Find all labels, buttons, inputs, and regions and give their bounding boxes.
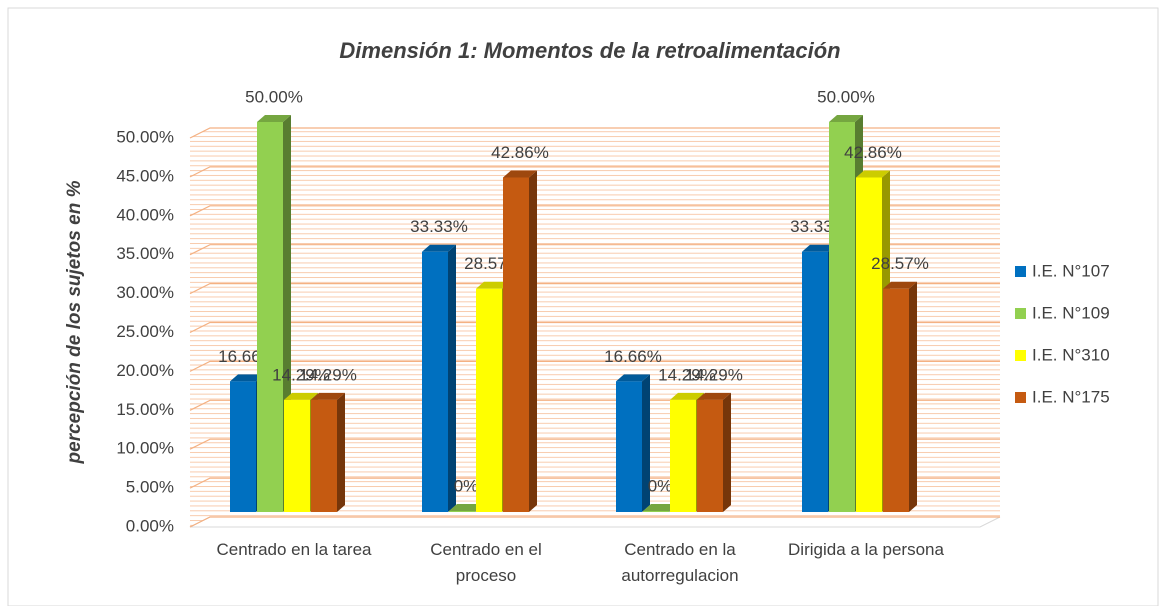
bar-face xyxy=(802,244,836,252)
floor xyxy=(189,516,1001,528)
data-label: 28.57% xyxy=(871,254,929,273)
bar-face xyxy=(616,374,650,382)
data-label: 0% xyxy=(454,476,479,495)
legend-label: I.E. N°107 xyxy=(1032,261,1110,280)
bar-face xyxy=(311,399,337,512)
bar-face xyxy=(883,281,917,289)
y-tick-label: 40.00% xyxy=(116,205,174,224)
y-tick-label: 30.00% xyxy=(116,283,174,302)
bar-face xyxy=(257,115,291,122)
data-label: 50.00% xyxy=(245,87,303,106)
bar-face xyxy=(311,392,345,400)
y-tick-label: 20.00% xyxy=(116,361,174,380)
y-tick-label: 25.00% xyxy=(116,322,174,341)
grid-line xyxy=(189,360,1000,372)
bar-face xyxy=(284,392,318,400)
bar xyxy=(422,244,456,512)
bar xyxy=(503,170,537,512)
bar-face xyxy=(476,288,502,512)
bar-face xyxy=(449,504,483,511)
legend-swatch xyxy=(1015,392,1026,403)
grid-line xyxy=(189,127,1000,139)
y-tick-label: 50.00% xyxy=(116,127,174,146)
legend-swatch xyxy=(1015,266,1026,277)
grid-line xyxy=(189,244,1000,256)
data-label: 14.29% xyxy=(272,365,330,384)
bar-face xyxy=(230,374,264,382)
bar-face xyxy=(476,281,510,289)
bar xyxy=(883,281,917,512)
bar-face xyxy=(670,399,696,512)
bar-face xyxy=(503,170,537,178)
bar-face xyxy=(670,392,704,400)
bar-face xyxy=(909,281,917,512)
grid-line xyxy=(189,205,1000,217)
bar-face xyxy=(697,392,731,400)
bar-face xyxy=(883,288,909,512)
bar-face xyxy=(529,170,537,512)
bar-face xyxy=(230,381,256,512)
grid-line xyxy=(189,166,1000,178)
bar-face xyxy=(616,381,642,512)
bar-face xyxy=(802,251,828,512)
bar-face xyxy=(449,511,475,512)
bar-face xyxy=(643,511,669,512)
data-label: 42.86% xyxy=(844,143,902,162)
bar-face xyxy=(422,251,448,512)
bar-face xyxy=(643,504,677,511)
bar xyxy=(311,392,345,512)
grid-line xyxy=(189,438,1000,450)
chart-title: Dimensión 1: Momentos de la retroaliment… xyxy=(339,38,840,63)
bar xyxy=(616,374,650,512)
x-tick-label: Centrado en el proceso xyxy=(430,540,542,585)
bar-face xyxy=(697,399,723,512)
bar-face xyxy=(257,122,283,512)
y-axis-title: percepción de los sujetos en % xyxy=(64,180,85,464)
bar-face xyxy=(642,374,650,512)
grid-line xyxy=(189,321,1000,334)
grid-line xyxy=(189,516,1000,528)
chart-border xyxy=(7,7,1159,606)
data-label: 0% xyxy=(648,476,673,495)
bar-face xyxy=(829,122,855,512)
data-label: 16.66% xyxy=(604,347,662,366)
y-tick-label: 5.00% xyxy=(126,478,174,497)
data-label: 14.29% xyxy=(299,365,357,384)
x-tick-label: Dirigida a la persona xyxy=(788,540,944,559)
bar-face xyxy=(503,177,529,512)
grid-line xyxy=(189,477,1000,489)
y-tick-label: 35.00% xyxy=(116,244,174,263)
data-label: 14.29% xyxy=(658,365,716,384)
bar-face xyxy=(448,244,456,512)
legend-label: I.E. N°310 xyxy=(1032,345,1110,364)
data-label: 50.00% xyxy=(817,87,875,106)
grid-line xyxy=(189,399,1000,411)
legend-swatch xyxy=(1015,308,1026,319)
y-tick-label: 45.00% xyxy=(116,166,174,185)
x-tick-label: Centrado en la autorregulacion xyxy=(621,540,739,585)
bar-face xyxy=(856,177,882,512)
data-label: 33.33% xyxy=(410,217,468,236)
y-tick-label: 10.00% xyxy=(116,439,174,458)
bar-face xyxy=(723,392,731,512)
data-label: 14.29% xyxy=(685,365,743,384)
legend-label: I.E. N°175 xyxy=(1032,387,1110,406)
y-tick-label: 15.00% xyxy=(116,400,174,419)
bar-face xyxy=(856,170,890,178)
data-label: 42.86% xyxy=(491,143,549,162)
grid-line xyxy=(189,283,1000,295)
y-tick-label: 0.00% xyxy=(126,516,174,535)
bar xyxy=(697,392,731,512)
bar-face xyxy=(284,399,310,512)
x-tick-label: Centrado en la tarea xyxy=(216,540,372,559)
bar-face xyxy=(829,115,863,122)
bar-face xyxy=(337,392,345,512)
legend-swatch xyxy=(1015,350,1026,361)
legend-label: I.E. N°109 xyxy=(1032,303,1110,322)
bar-face xyxy=(422,244,456,252)
